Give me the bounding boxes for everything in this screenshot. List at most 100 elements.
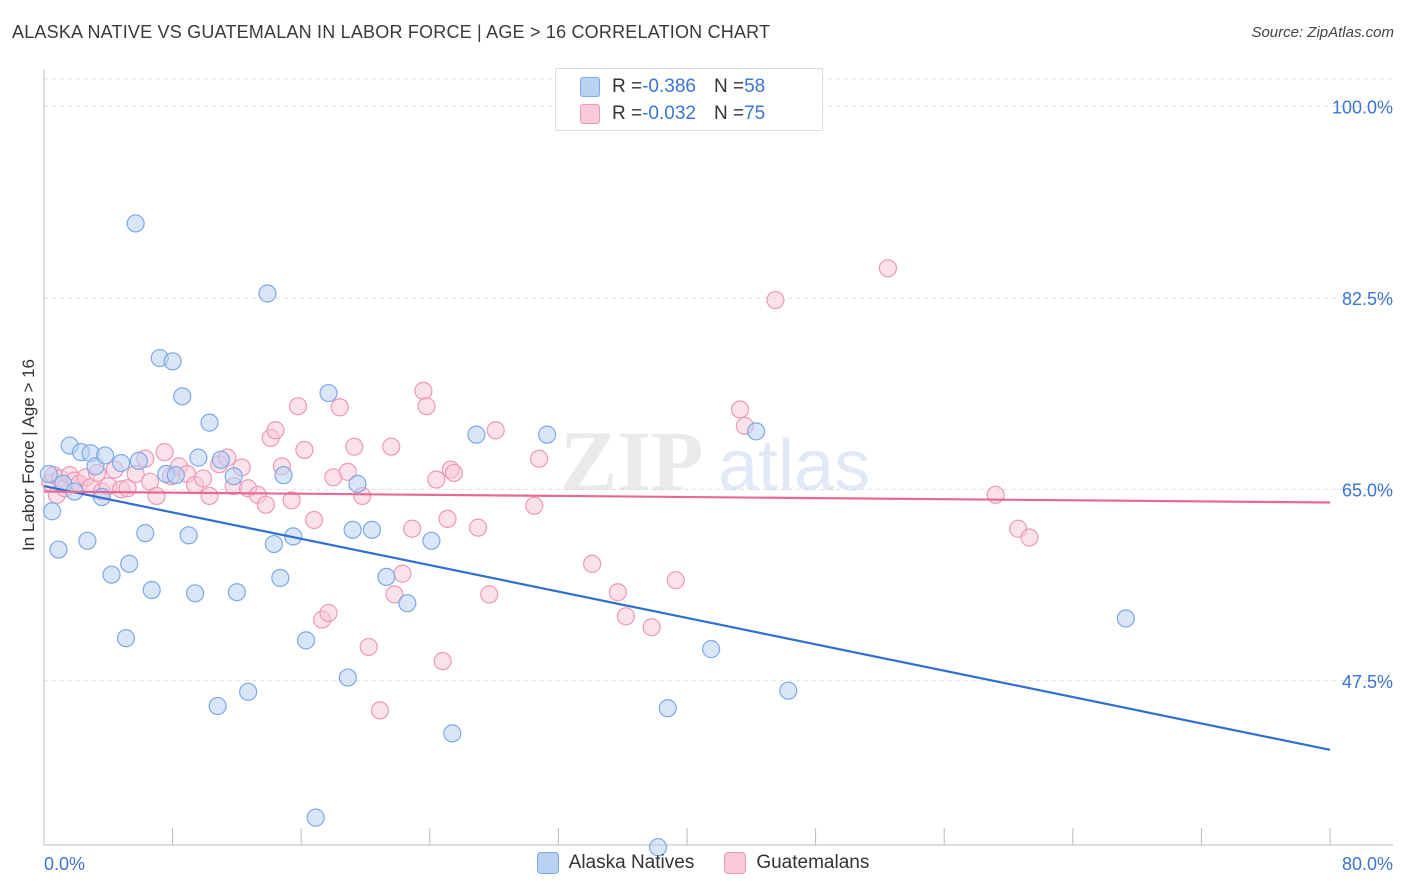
legend-swatch-pink: [724, 852, 747, 874]
alaska-native-point: [49, 540, 68, 559]
alaska-native-point: [142, 580, 161, 600]
alaska-native-point: [747, 422, 766, 441]
guatemalan-point: [530, 449, 549, 468]
alaska-native-point: [343, 520, 362, 539]
alaska-native-point: [658, 699, 677, 718]
guatemalan-point: [155, 443, 174, 462]
guatemalan-point: [200, 486, 219, 506]
guatemalan-point: [468, 518, 488, 537]
alaska-native-point: [186, 584, 205, 603]
guatemalan-point: [480, 585, 499, 604]
alaska-native-point: [702, 640, 721, 659]
guatemalan-point: [370, 701, 390, 720]
guatemalan-point: [438, 509, 457, 529]
guatemalan-point: [304, 510, 324, 530]
alaska-native-point: [78, 531, 97, 550]
watermark: ZIP atlas: [560, 413, 870, 509]
guatemalan-point: [382, 437, 401, 456]
alaska-native-point: [208, 696, 227, 716]
guatemalan-point: [359, 637, 378, 657]
legend-item-alaska-natives[interactable]: Alaska Natives: [536, 852, 695, 874]
alaska-native-point: [163, 352, 182, 371]
guatemalan-point: [608, 583, 627, 602]
alaska-native-point: [1116, 609, 1135, 628]
alaska-native-point: [211, 450, 230, 469]
gridlines: [44, 78, 1393, 682]
y-tick-label: 47.5%: [1342, 672, 1393, 692]
guatemalan-point: [444, 463, 464, 483]
alaska-natives-points: [39, 214, 1135, 857]
alaska-native-point: [398, 594, 417, 613]
guatemalan-point: [486, 421, 505, 440]
guatemalan-point: [393, 564, 412, 583]
alaska-native-point: [227, 583, 246, 602]
guatemalan-point: [403, 519, 422, 538]
source-note: Source: ZipAtlas.com: [1251, 24, 1394, 41]
alaska-native-point: [102, 565, 121, 584]
guatemalan-point: [433, 652, 452, 671]
legend-swatch-blue: [536, 852, 559, 874]
guatemalan-point: [427, 470, 446, 489]
watermark-zip: ZIP: [560, 413, 703, 509]
guatemalan-point: [288, 397, 308, 416]
alaska-native-point: [362, 520, 382, 539]
axes: [43, 70, 1393, 846]
legend-r-value: -0.386: [642, 76, 696, 97]
trend-lines: [43, 484, 1331, 751]
guatemalan-point: [1020, 528, 1039, 547]
guatemalan-point: [414, 381, 433, 400]
guatemalan-point: [319, 603, 338, 623]
guatemalan-point: [730, 400, 750, 419]
guatemalan-point: [616, 607, 636, 626]
alaska-native-point: [39, 464, 58, 484]
x-ticks: [172, 828, 1331, 845]
alaska-native-point: [258, 284, 277, 303]
legend-n-label: N =: [713, 76, 745, 97]
alaska-native-point: [112, 453, 131, 473]
alaska-native-point: [338, 668, 357, 687]
legend-n-value: 58: [744, 76, 766, 97]
series-legend: Alaska Natives Guatemalans: [0, 852, 1406, 874]
guatemalan-point: [583, 554, 602, 573]
y-tick-labels: 47.5% 65.0% 82.5% 100.0%: [1332, 97, 1393, 692]
alaska-native-point: [239, 682, 258, 701]
guatemalan-point: [878, 259, 898, 278]
alaska-native-point: [306, 808, 325, 827]
y-axis-label: In Labor Force | Age > 16: [19, 359, 38, 551]
alaska-native-point: [348, 474, 367, 493]
legend-r-label: R =: [612, 103, 643, 124]
legend-r-value: -0.032: [642, 103, 696, 124]
legend-row-guatemalans: R = -0.032 N = 75: [580, 102, 765, 126]
guatemalan-point: [282, 491, 301, 510]
alaska-native-point: [166, 466, 185, 485]
alaska-native-point: [467, 425, 486, 444]
alaska-native-point: [173, 387, 192, 406]
guatemalan-point: [525, 496, 544, 515]
alaska-native-point: [271, 568, 290, 588]
alaska-natives-trend-line: [43, 484, 1331, 751]
watermark-atlas: atlas: [718, 426, 870, 506]
legend-r-label: R =: [612, 76, 643, 97]
legend-item-guatemalans[interactable]: Guatemalans: [724, 852, 869, 874]
legend-n-value: 75: [744, 103, 766, 124]
guatemalan-point: [642, 618, 661, 637]
alaska-native-point: [319, 383, 338, 403]
alaska-native-point: [42, 502, 62, 521]
legend-row-alaska-natives: R = -0.386 N = 58: [580, 75, 765, 99]
legend-n-label: N =: [713, 103, 745, 124]
alaska-native-point: [189, 448, 208, 467]
alaska-native-point: [779, 681, 798, 700]
alaska-native-point: [538, 425, 557, 444]
alaska-native-point: [179, 526, 198, 545]
alaska-native-point: [200, 413, 219, 432]
guatemalan-point: [417, 397, 436, 416]
alaska-native-point: [136, 524, 155, 543]
alaska-native-point: [422, 531, 441, 550]
guatemalan-point: [766, 290, 785, 310]
guatemalan-point: [147, 486, 166, 506]
alaska-native-point: [116, 629, 136, 648]
legend-label-alaska-natives: Alaska Natives: [568, 852, 695, 873]
legend-swatch-blue: [580, 77, 600, 97]
x-tick-label-min: 0.0%: [44, 854, 85, 874]
guatemalan-point: [295, 440, 314, 460]
